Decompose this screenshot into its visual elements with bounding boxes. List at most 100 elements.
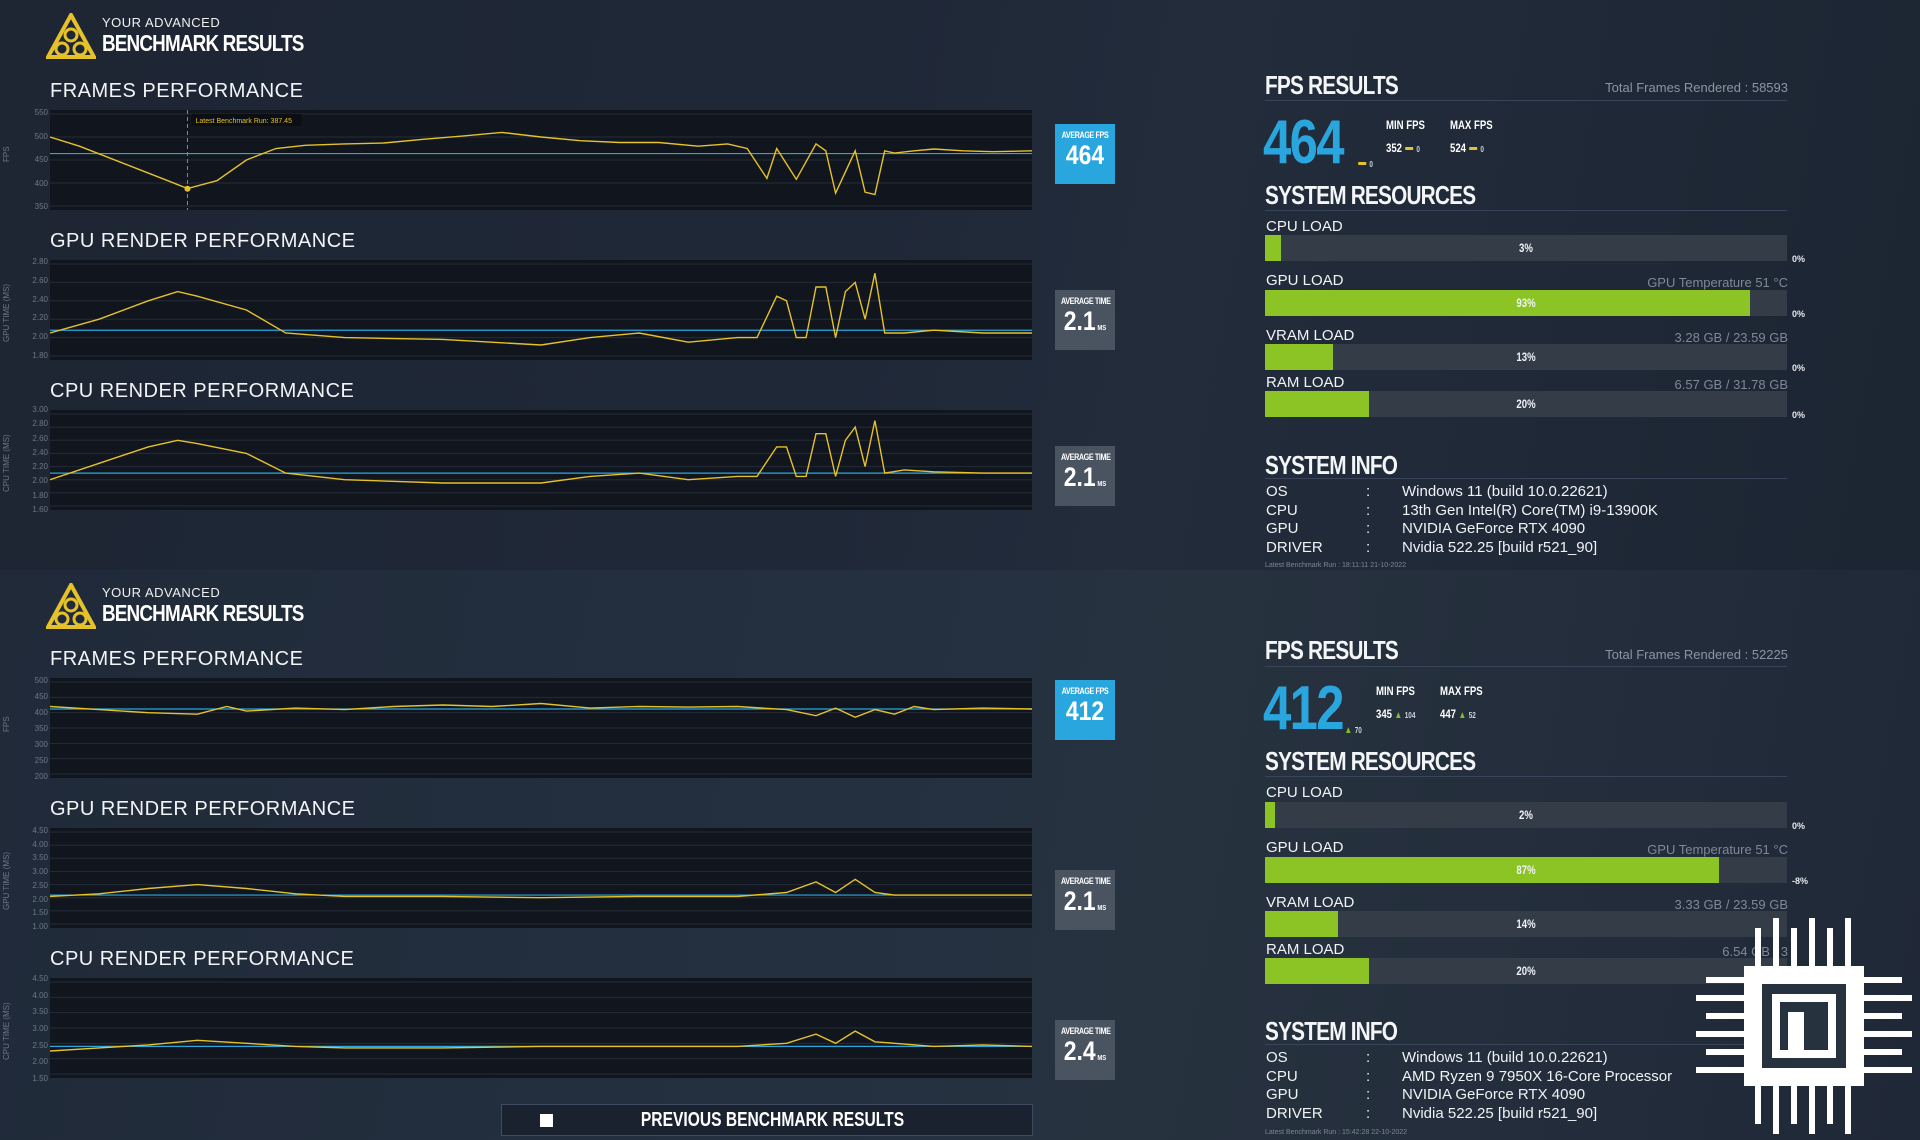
tick-label: 2.40 (32, 447, 48, 457)
cpu-chart (50, 978, 1032, 1078)
avg-fps-value: 412 (1065, 696, 1105, 726)
avg-fps-value: 464 (1065, 140, 1105, 170)
previous-results-button[interactable]: PREVIOUS BENCHMARK RESULTS (501, 1104, 1033, 1136)
fps-delta: ▲ 70 (1344, 725, 1362, 736)
tick-label: 2.50 (32, 880, 48, 890)
system-info-row: GPU: NVIDIA GeForce RTX 4090 (1266, 1086, 1672, 1105)
gpu-load-bar: 93% (1265, 290, 1787, 316)
cpu-ylabel: CPU TIME (MS) (2, 434, 11, 492)
previous-results-label: PREVIOUS BENCHMARK RESULTS (640, 1108, 905, 1131)
divider (1265, 666, 1787, 667)
fps-value: 412 (1263, 674, 1345, 743)
tick-label: 4.50 (32, 826, 48, 835)
brand-logo-icon (46, 583, 96, 629)
line-chart (50, 981, 1032, 1075)
min-fps: 352 0 (1386, 141, 1420, 155)
info-key: CPU (1266, 501, 1298, 519)
gpu-title: GPU RENDER PERFORMANCE (50, 230, 356, 252)
tick-label: 350 (34, 724, 48, 733)
tick-label: 3.00 (32, 1024, 48, 1033)
system-info-list: OS: Windows 11 (build 10.0.22621) CPU: 13th… (1266, 483, 1658, 557)
tick-label: 250 (34, 756, 48, 765)
frames-title: FRAMES PERFORMANCE (50, 80, 304, 102)
cpu-load-delta: 0% (1792, 254, 1806, 264)
cpu-avg-label: AVERAGE TIME (1061, 452, 1111, 462)
gpu-ticks: 4.50 4.00 3.50 3.00 2.50 2.00 1.50 1.00 (28, 826, 48, 932)
tick-label: 3.50 (32, 853, 48, 863)
ram-load-label: RAM LOAD (1266, 374, 1345, 391)
system-info-row: DRIVER: Nvidia 522.25 [build r521_90] (1266, 1105, 1672, 1124)
tick-label: 2.20 (32, 462, 48, 472)
info-colon: : (1366, 501, 1371, 519)
avg-fps-badge: AVERAGE FPS 412 (1055, 680, 1115, 740)
tick-label: 2.50 (32, 1040, 48, 1050)
ram-load-label: RAM LOAD (1266, 941, 1345, 958)
divider (1265, 100, 1787, 101)
gpu-avg-badge: AVERAGE TIME 2.1 MS (1055, 290, 1115, 350)
gpu-chart (50, 828, 1032, 928)
line-chart (50, 263, 1032, 357)
gpu-load-delta: -8% (1792, 876, 1809, 886)
frames-title: FRAMES PERFORMANCE (50, 648, 304, 670)
info-value: Nvidia 522.25 [build r521_90] (1402, 1104, 1598, 1122)
brand-line1: YOUR ADVANCED (102, 585, 221, 600)
tick-label: 1.80 (32, 351, 48, 360)
cpu-load-bar: 2% (1265, 802, 1787, 828)
tooltip-box (191, 114, 302, 126)
tick-label: 200 (34, 772, 48, 781)
cpu-avg-value: 2.1 MS (1063, 462, 1107, 492)
gpu-load-pct: 93% (1516, 296, 1536, 310)
cpu-avg-badge: AVERAGE TIME 2.4 MS (1055, 1020, 1115, 1080)
gpu-ylabel: GPU TIME (MS) (2, 283, 11, 342)
frames-ticks: 550 500 450 400 350 (28, 108, 48, 212)
info-value: Windows 11 (build 10.0.22621) (1402, 1049, 1608, 1066)
cpu-title: CPU RENDER PERFORMANCE (50, 380, 355, 402)
gpu-title: GPU RENDER PERFORMANCE (50, 798, 356, 820)
frames-ticks: 500 450 400 350 300 250 200 (28, 676, 48, 782)
tick-label: 2.80 (32, 419, 48, 429)
info-colon: : (1366, 1067, 1371, 1085)
gpu-load-label: GPU LOAD (1266, 839, 1344, 856)
fps-value: 464 (1263, 108, 1345, 177)
cpu-load-fill (1265, 802, 1276, 828)
divider (1265, 1044, 1787, 1045)
info-key: OS (1266, 483, 1288, 500)
tick-label: 450 (34, 692, 48, 701)
info-key: CPU (1266, 1067, 1298, 1085)
ram-load-delta: 0% (1792, 410, 1806, 420)
system-info-row: CPU: 13th Gen Intel(R) Core(TM) i9-13900K (1266, 502, 1658, 521)
max-fps: 447 ▲ 52 (1440, 707, 1476, 721)
info-colon: : (1366, 1104, 1371, 1122)
info-key: DRIVER (1266, 1104, 1323, 1122)
avg-fps-label: AVERAGE FPS (1061, 686, 1109, 696)
total-frames: Total Frames Rendered : 52225 (1605, 647, 1788, 662)
system-resources-title: SYSTEM RESOURCES (1265, 746, 1476, 776)
brand: YOUR ADVANCED BENCHMARK RESULTS (46, 582, 348, 630)
tick-label: 2.20 (32, 313, 48, 323)
total-frames: Total Frames Rendered : 58593 (1605, 80, 1788, 95)
brand-line2: BENCHMARK RESULTS (102, 600, 304, 626)
tick-label: 2.40 (32, 294, 48, 304)
tick-label: 400 (34, 708, 48, 717)
line-chart (50, 413, 1032, 507)
tick-label: 1.80 (32, 490, 48, 500)
vram-load-label: VRAM LOAD (1266, 327, 1355, 344)
cpu-title: CPU RENDER PERFORMANCE (50, 948, 355, 970)
cpu-avg-value: 2.4 MS (1063, 1036, 1107, 1066)
tick-label: 1.50 (32, 1074, 48, 1083)
tick-label: 2.00 (32, 332, 48, 342)
vram-load-fill (1265, 344, 1333, 370)
gpu-temperature: GPU Temperature 51 °C (1647, 842, 1788, 857)
frames-ylabel: FPS (2, 146, 11, 162)
chip-watermark-icon (1696, 918, 1912, 1134)
ram-load-fill (1265, 958, 1370, 984)
gpu-avg-value: 2.1 MS (1063, 306, 1107, 336)
info-colon: : (1366, 1049, 1371, 1066)
tick-label: 500 (34, 131, 48, 141)
ram-load-fill (1265, 391, 1370, 417)
vram-load-delta: 0% (1792, 363, 1806, 373)
tick-label: 2.00 (32, 894, 48, 904)
cpu-avg-badge: AVERAGE TIME 2.1 MS (1055, 446, 1115, 506)
info-value: Nvidia 522.25 [build r521_90] (1402, 538, 1598, 556)
